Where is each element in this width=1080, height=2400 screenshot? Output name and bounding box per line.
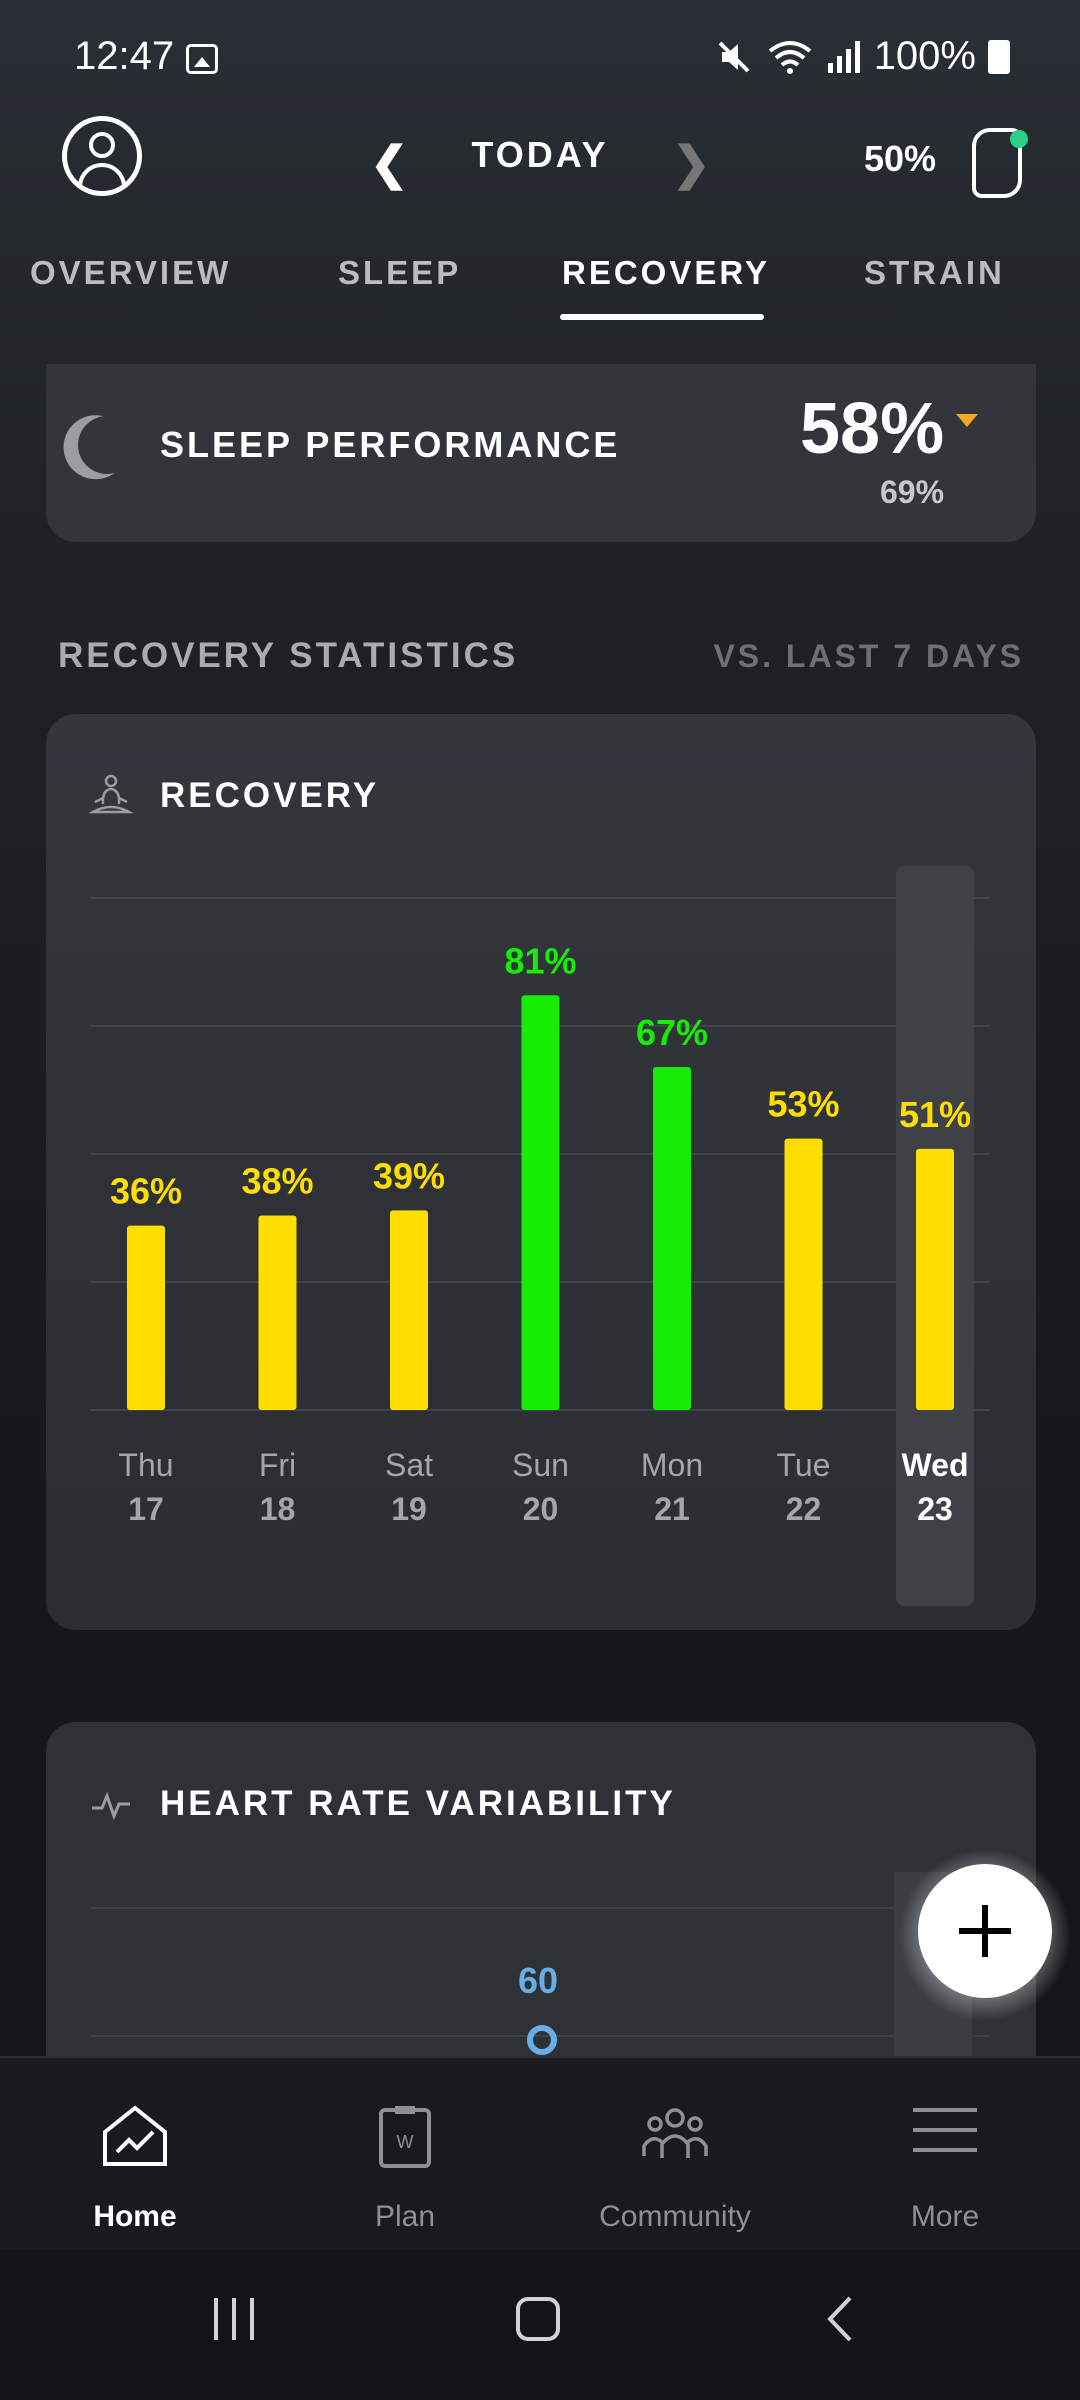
bottom-navigation: Home W Plan Community More — [0, 2056, 1080, 2250]
x-axis-day-label: Mon — [641, 1447, 703, 1483]
active-tab-indicator — [560, 314, 764, 320]
back-icon[interactable] — [820, 2294, 860, 2344]
svg-text:W: W — [397, 2132, 414, 2152]
x-axis-date-label: 23 — [917, 1491, 953, 1527]
x-axis-date-label: 21 — [654, 1491, 690, 1527]
sleep-performance-card[interactable]: SLEEP PERFORMANCE 58% 69% — [46, 364, 1036, 542]
bar-value-label: 38% — [241, 1160, 313, 1201]
signal-icon — [827, 40, 860, 73]
x-axis-day-label: Wed — [902, 1447, 969, 1483]
x-axis-date-label: 18 — [260, 1491, 296, 1527]
moon-icon — [70, 408, 144, 482]
bar-value-label: 36% — [110, 1171, 182, 1212]
hrv-value-label: 60 — [518, 1960, 559, 2001]
sleep-performance-comparison: 69% — [880, 474, 945, 510]
recovery-bar — [916, 1148, 954, 1410]
profile-icon-body — [78, 163, 126, 191]
recovery-card-title: RECOVERY — [160, 776, 380, 815]
heartbeat-icon — [92, 1791, 130, 1821]
tab-overview[interactable]: OVERVIEW — [30, 254, 232, 291]
statistics-compare-label[interactable]: VS. LAST 7 DAYS — [713, 638, 1024, 674]
bar-value-label: 67% — [636, 1012, 708, 1053]
recovery-bar — [653, 1066, 691, 1410]
x-axis-date-label: 20 — [523, 1491, 559, 1527]
plan-icon: W — [379, 2106, 431, 2168]
hrv-data-point — [527, 2025, 557, 2055]
nav-plan-label: Plan — [374, 2200, 436, 2233]
recovery-bar — [390, 1210, 428, 1410]
system-navigation-bar — [0, 2250, 1080, 2400]
community-icon — [642, 2108, 708, 2158]
nav-more[interactable]: More — [810, 2058, 1080, 2252]
nav-home[interactable]: Home — [0, 2058, 270, 2252]
profile-icon — [89, 132, 115, 158]
tab-sleep[interactable]: SLEEP — [338, 254, 462, 291]
plus-icon-vertical — [982, 1905, 988, 1957]
home-icon — [103, 2105, 167, 2166]
x-axis-day-label: Sun — [512, 1447, 569, 1483]
tab-strain[interactable]: STRAIN — [864, 254, 1005, 291]
nav-community[interactable]: Community — [540, 2058, 810, 2252]
nav-community-label: Community — [599, 2200, 751, 2233]
status-bar: 12:47 100% — [0, 0, 1080, 120]
x-axis-day-label: Sat — [385, 1447, 433, 1483]
profile-avatar-button[interactable] — [62, 116, 142, 196]
sleep-performance-value: 58% — [800, 389, 945, 469]
status-time: 12:47 — [74, 34, 175, 78]
recovery-bar — [784, 1138, 823, 1410]
statistics-title: RECOVERY STATISTICS — [58, 636, 519, 675]
x-axis-date-label: 17 — [128, 1491, 164, 1527]
section-tabs: OVERVIEW SLEEP RECOVERY STRAIN — [0, 254, 1080, 324]
trend-down-icon — [956, 414, 978, 427]
hrv-card-title: HEART RATE VARIABILITY — [160, 1784, 676, 1823]
recovery-bar — [521, 995, 560, 1410]
bar-value-label: 53% — [767, 1084, 839, 1125]
tab-recovery[interactable]: RECOVERY — [562, 254, 770, 291]
x-axis-day-label: Fri — [259, 1447, 296, 1483]
wifi-icon — [768, 40, 811, 74]
status-icons: 100% — [714, 34, 1010, 79]
recent-apps-icon[interactable] — [210, 2294, 258, 2344]
bar-value-label: 39% — [373, 1155, 445, 1196]
sleep-performance-label: SLEEP PERFORMANCE — [160, 424, 621, 465]
recovery-bar — [127, 1225, 165, 1410]
recovery-bar-chart: 36% Thu 17 38% Fri 18 39% Sat 19 81% Sun 20 67% Mon 21… — [90, 866, 990, 1606]
menu-icon — [913, 2108, 977, 2152]
recovery-chart-card[interactable]: RECOVERY 36% Thu 17 38% Fri 18 39% Sat 19 81% Sun 2… — [46, 714, 1036, 1630]
battery-icon — [988, 39, 1010, 74]
strap-connected-dot — [1010, 130, 1028, 148]
recovery-bar — [258, 1215, 297, 1410]
battery-percent: 100% — [873, 34, 976, 78]
top-bar: ❮ TODAY ❯ 50% — [0, 112, 1080, 202]
bar-value-label: 81% — [504, 940, 576, 981]
x-axis-day-label: Tue — [777, 1447, 831, 1483]
add-activity-button[interactable] — [918, 1864, 1052, 1998]
nav-more-label: More — [910, 2200, 980, 2233]
bar-value-label: 51% — [899, 1094, 971, 1135]
meditation-icon — [88, 774, 134, 814]
x-axis-day-label: Thu — [118, 1447, 173, 1483]
date-title: TODAY — [471, 134, 609, 175]
previous-day-chevron-icon[interactable]: ❮ — [370, 137, 409, 189]
mute-icon — [718, 41, 750, 72]
x-axis-date-label: 19 — [391, 1491, 427, 1527]
strap-battery-percent: 50% — [864, 138, 937, 179]
gallery-icon — [186, 44, 218, 74]
nav-plan[interactable]: W Plan — [270, 2058, 540, 2252]
x-axis-date-label: 22 — [786, 1491, 822, 1527]
nav-home-label: Home — [93, 2200, 177, 2233]
next-day-chevron-icon[interactable]: ❯ — [672, 137, 711, 189]
strap-device-icon[interactable] — [972, 128, 1022, 198]
hrv-chart-partial — [90, 1872, 990, 2056]
home-button-icon[interactable] — [514, 2294, 562, 2344]
